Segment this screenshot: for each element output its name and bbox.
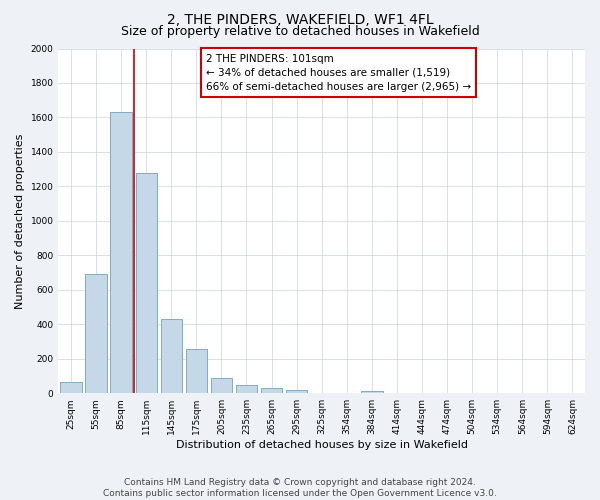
Bar <box>236 384 257 393</box>
Text: 2, THE PINDERS, WAKEFIELD, WF1 4FL: 2, THE PINDERS, WAKEFIELD, WF1 4FL <box>167 12 433 26</box>
Text: Size of property relative to detached houses in Wakefield: Size of property relative to detached ho… <box>121 25 479 38</box>
Bar <box>136 172 157 393</box>
X-axis label: Distribution of detached houses by size in Wakefield: Distribution of detached houses by size … <box>176 440 468 450</box>
Y-axis label: Number of detached properties: Number of detached properties <box>15 133 25 308</box>
Bar <box>185 350 207 393</box>
Bar <box>110 112 132 393</box>
Text: Contains HM Land Registry data © Crown copyright and database right 2024.
Contai: Contains HM Land Registry data © Crown c… <box>103 478 497 498</box>
Bar <box>211 378 232 393</box>
Bar <box>361 390 383 393</box>
Bar <box>161 319 182 393</box>
Bar <box>60 382 82 393</box>
Bar <box>286 390 307 393</box>
Text: 2 THE PINDERS: 101sqm
← 34% of detached houses are smaller (1,519)
66% of semi-d: 2 THE PINDERS: 101sqm ← 34% of detached … <box>206 54 471 92</box>
Bar <box>85 274 107 393</box>
Bar <box>261 388 282 393</box>
